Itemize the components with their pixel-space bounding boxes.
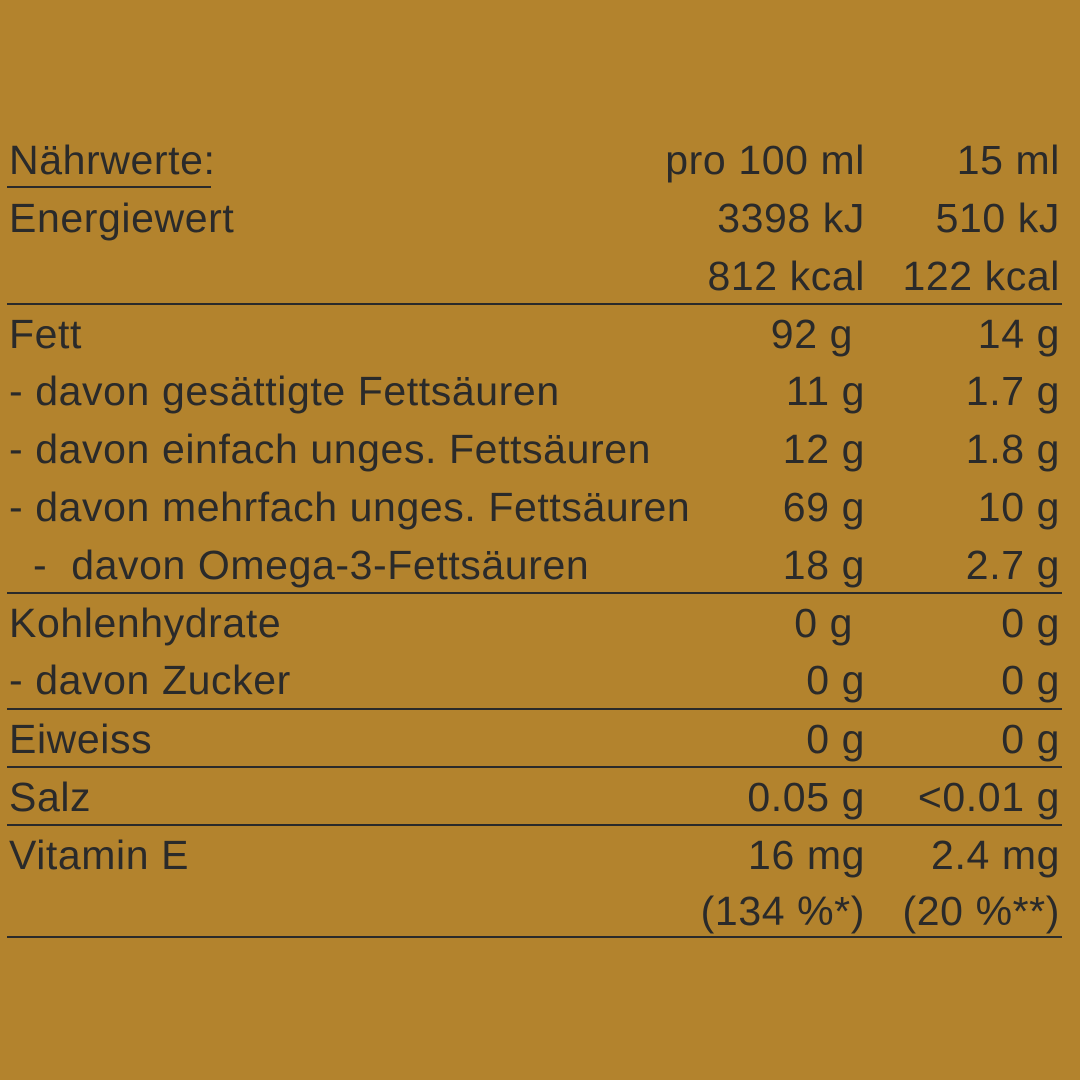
table-row: Fett 92 g 14 g (7, 303, 1062, 363)
header-per-100ml: pro 100 ml (665, 137, 865, 183)
value-per-15ml: 510 kJ (935, 194, 1060, 241)
value-per-15ml: 0 g (1001, 657, 1060, 704)
table-row: - davon Zucker 0 g 0 g (7, 651, 1062, 709)
table-row: Kohlenhydrate 0 g 0 g (7, 592, 1062, 652)
row-label: - davon einfach unges. Fettsäuren (9, 426, 652, 472)
table-row: - davon gesättigte Fettsäuren 11 g 1.7 g (7, 362, 1062, 420)
header-underline (7, 186, 211, 188)
value-per-15ml: (20 %**) (902, 888, 1060, 935)
value-per-15ml: 2.7 g (965, 541, 1060, 588)
row-label: Eiweiss (9, 716, 153, 762)
value-per-15ml: <0.01 g (917, 773, 1060, 820)
value-per-100ml: (134 %*) (700, 888, 865, 935)
value-per-15ml: 1.7 g (965, 368, 1060, 415)
value-per-100ml: 12 g (782, 426, 865, 472)
value-per-100ml: 16 mg (748, 831, 865, 878)
table-row: - davon Omega-3-Fettsäuren 18 g 2.7 g (7, 536, 1062, 594)
row-label: - davon Omega-3-Fettsäuren (9, 541, 590, 588)
value-per-100ml: 0 g (806, 716, 865, 762)
table-row: Eiweiss 0 g 0 g (7, 708, 1062, 768)
row-label: Energiewert (9, 194, 235, 241)
row-label: - davon Zucker (9, 657, 291, 704)
value-per-100ml: 18 g (782, 541, 865, 588)
value-per-15ml: 0 g (1001, 600, 1060, 647)
row-label: Salz (9, 773, 92, 820)
value-per-100ml: 812 kcal (707, 252, 865, 299)
row-label: - davon mehrfach unges. Fettsäuren (9, 483, 691, 530)
value-per-100ml: 0 g (794, 600, 865, 647)
value-per-15ml: 10 g (977, 483, 1060, 530)
table-row: Vitamin E 16 mg 2.4 mg (7, 823, 1062, 884)
value-per-15ml: 14 g (977, 311, 1060, 358)
value-per-100ml: 3398 kJ (717, 194, 865, 241)
row-label: Kohlenhydrate (9, 600, 282, 647)
value-per-15ml: 122 kcal (902, 252, 1060, 299)
table-row: Energiewert 3398 kJ 510 kJ (7, 189, 1062, 247)
value-per-100ml: 11 g (785, 368, 865, 415)
value-per-15ml: 0 g (1001, 716, 1060, 762)
table-row: - davon einfach unges. Fettsäuren 12 g 1.8… (7, 420, 1062, 478)
value-per-15ml: 1.8 g (965, 426, 1060, 472)
value-per-100ml: 0.05 g (747, 773, 865, 820)
header-per-15ml: 15 ml (956, 137, 1060, 183)
table-bottom-rule (7, 936, 1062, 938)
value-per-100ml: 69 g (782, 483, 865, 530)
header-label: Nährwerte: (9, 137, 216, 183)
row-label: Fett (9, 311, 83, 358)
table-row: (134 %*) (20 %**) (7, 882, 1062, 940)
table-header: Nährwerte: pro 100 ml 15 ml (7, 131, 1062, 189)
table-row: Salz 0.05 g <0.01 g (7, 765, 1062, 826)
value-per-100ml: 0 g (806, 657, 865, 704)
value-per-15ml: 2.4 mg (931, 831, 1060, 878)
row-label: - davon gesättigte Fettsäuren (9, 368, 560, 415)
table-row: 812 kcal 122 kcal (7, 247, 1062, 305)
row-label: Vitamin E (9, 831, 190, 878)
value-per-100ml: 92 g (770, 311, 865, 358)
table-row: - davon mehrfach unges. Fettsäuren 69 g 10… (7, 478, 1062, 536)
